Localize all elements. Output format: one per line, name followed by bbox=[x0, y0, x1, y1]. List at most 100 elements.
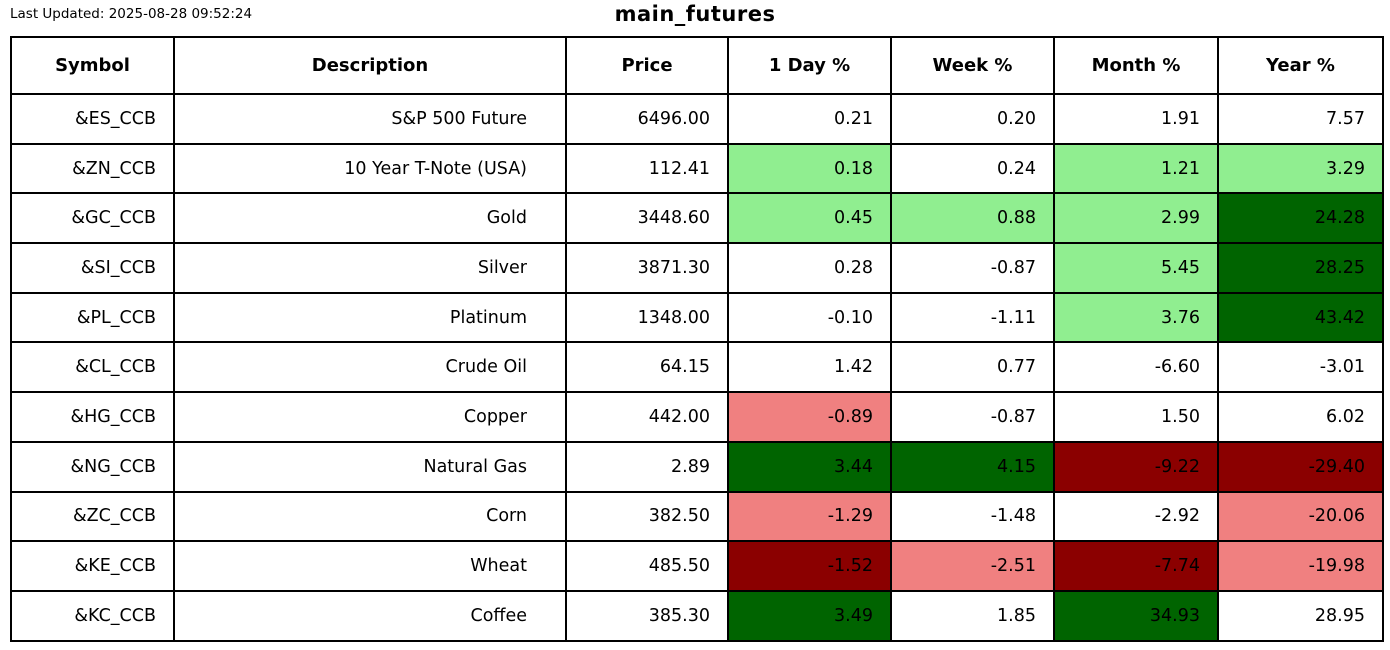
description-cell: Natural Gas bbox=[173, 440, 567, 493]
month-pct-cell: -9.22 bbox=[1053, 440, 1219, 493]
day-pct-cell: 0.18 bbox=[727, 142, 892, 195]
last-updated-label: Last Updated: 2025-08-28 09:52:24 bbox=[10, 6, 253, 22]
month-pct-cell: 3.76 bbox=[1053, 291, 1219, 344]
week-pct-cell: 0.88 bbox=[890, 192, 1055, 245]
page-title: main_futures bbox=[614, 2, 776, 26]
day-pct-cell: 1.42 bbox=[727, 341, 892, 394]
month-pct-cell: 1.91 bbox=[1053, 93, 1219, 145]
price-cell: 3448.60 bbox=[565, 192, 729, 245]
table-row: &ZC_CCB Corn 382.50 -1.29 -1.48 -2.92 -20.06 bbox=[10, 490, 1384, 543]
month-pct-cell: -2.92 bbox=[1053, 490, 1219, 543]
symbol-cell: &PL_CCB bbox=[10, 291, 175, 344]
year-pct-cell: 24.28 bbox=[1217, 192, 1384, 245]
year-pct-cell: 43.42 bbox=[1217, 291, 1384, 344]
column-header-year: Year % bbox=[1217, 36, 1384, 95]
price-cell: 64.15 bbox=[565, 341, 729, 394]
description-cell: Silver bbox=[173, 242, 567, 294]
week-pct-cell: 1.85 bbox=[890, 589, 1055, 642]
table-row: &HG_CCB Copper 442.00 -0.89 -0.87 1.50 6.02 bbox=[10, 391, 1384, 443]
description-cell: Platinum bbox=[173, 291, 567, 344]
day-pct-cell: 3.49 bbox=[727, 589, 892, 642]
column-header-price: Price bbox=[565, 36, 729, 95]
symbol-cell: &ES_CCB bbox=[10, 93, 175, 145]
description-cell: Wheat bbox=[173, 540, 567, 592]
month-pct-cell: 5.45 bbox=[1053, 242, 1219, 294]
table-row: &CL_CCB Crude Oil 64.15 1.42 0.77 -6.60 -3.01 bbox=[10, 341, 1384, 394]
table-row: &NG_CCB Natural Gas 2.89 3.44 4.15 -9.22 -29.4… bbox=[10, 440, 1384, 493]
day-pct-cell: -0.10 bbox=[727, 291, 892, 344]
day-pct-cell: 0.28 bbox=[727, 242, 892, 294]
day-pct-cell: 0.45 bbox=[727, 192, 892, 245]
table-row: &GC_CCB Gold 3448.60 0.45 0.88 2.99 24.28 bbox=[10, 192, 1384, 245]
description-cell: 10 Year T-Note (USA) bbox=[173, 142, 567, 195]
price-cell: 3871.30 bbox=[565, 242, 729, 294]
year-pct-cell: -29.40 bbox=[1217, 440, 1384, 493]
year-pct-cell: 28.95 bbox=[1217, 589, 1384, 642]
column-header-month: Month % bbox=[1053, 36, 1219, 95]
price-cell: 112.41 bbox=[565, 142, 729, 195]
symbol-cell: &SI_CCB bbox=[10, 242, 175, 294]
price-cell: 442.00 bbox=[565, 391, 729, 443]
table-row: &PL_CCB Platinum 1348.00 -0.10 -1.11 3.76 43.4… bbox=[10, 291, 1384, 344]
symbol-cell: &NG_CCB bbox=[10, 440, 175, 493]
week-pct-cell: 0.20 bbox=[890, 93, 1055, 145]
symbol-cell: &ZC_CCB bbox=[10, 490, 175, 543]
year-pct-cell: -19.98 bbox=[1217, 540, 1384, 592]
table-row: &ES_CCB S&P 500 Future 6496.00 0.21 0.20 1.91… bbox=[10, 93, 1384, 145]
month-pct-cell: -6.60 bbox=[1053, 341, 1219, 394]
symbol-cell: &KC_CCB bbox=[10, 589, 175, 642]
price-cell: 485.50 bbox=[565, 540, 729, 592]
month-pct-cell: -7.74 bbox=[1053, 540, 1219, 592]
column-header-symbol: Symbol bbox=[10, 36, 175, 95]
month-pct-cell: 1.21 bbox=[1053, 142, 1219, 195]
week-pct-cell: -1.11 bbox=[890, 291, 1055, 344]
week-pct-cell: -0.87 bbox=[890, 391, 1055, 443]
symbol-cell: &KE_CCB bbox=[10, 540, 175, 592]
week-pct-cell: 4.15 bbox=[890, 440, 1055, 493]
month-pct-cell: 2.99 bbox=[1053, 192, 1219, 245]
year-pct-cell: 28.25 bbox=[1217, 242, 1384, 294]
symbol-cell: &GC_CCB bbox=[10, 192, 175, 245]
description-cell: Crude Oil bbox=[173, 341, 567, 394]
description-cell: Corn bbox=[173, 490, 567, 543]
day-pct-cell: -0.89 bbox=[727, 391, 892, 443]
price-cell: 6496.00 bbox=[565, 93, 729, 145]
description-cell: Copper bbox=[173, 391, 567, 443]
week-pct-cell: 0.24 bbox=[890, 142, 1055, 195]
table-row: &SI_CCB Silver 3871.30 0.28 -0.87 5.45 28.25 bbox=[10, 242, 1384, 294]
price-cell: 382.50 bbox=[565, 490, 729, 543]
column-header-description: Description bbox=[173, 36, 567, 95]
year-pct-cell: -3.01 bbox=[1217, 341, 1384, 394]
day-pct-cell: 3.44 bbox=[727, 440, 892, 493]
description-cell: Gold bbox=[173, 192, 567, 245]
day-pct-cell: 0.21 bbox=[727, 93, 892, 145]
futures-table: Symbol Description Price 1 Day % Week % Month… bbox=[10, 36, 1384, 642]
week-pct-cell: -1.48 bbox=[890, 490, 1055, 543]
day-pct-cell: -1.29 bbox=[727, 490, 892, 543]
price-cell: 2.89 bbox=[565, 440, 729, 493]
table-row: &ZN_CCB 10 Year T-Note (USA) 112.41 0.18 0.2… bbox=[10, 142, 1384, 195]
year-pct-cell: -20.06 bbox=[1217, 490, 1384, 543]
symbol-cell: &ZN_CCB bbox=[10, 142, 175, 195]
symbol-cell: &CL_CCB bbox=[10, 341, 175, 394]
day-pct-cell: -1.52 bbox=[727, 540, 892, 592]
week-pct-cell: -0.87 bbox=[890, 242, 1055, 294]
year-pct-cell: 7.57 bbox=[1217, 93, 1384, 145]
year-pct-cell: 3.29 bbox=[1217, 142, 1384, 195]
price-cell: 385.30 bbox=[565, 589, 729, 642]
week-pct-cell: 0.77 bbox=[890, 341, 1055, 394]
description-cell: S&P 500 Future bbox=[173, 93, 567, 145]
price-cell: 1348.00 bbox=[565, 291, 729, 344]
table-row: &KC_CCB Coffee 385.30 3.49 1.85 34.93 28.95 bbox=[10, 589, 1384, 642]
column-header-week: Week % bbox=[890, 36, 1055, 95]
symbol-cell: &HG_CCB bbox=[10, 391, 175, 443]
month-pct-cell: 34.93 bbox=[1053, 589, 1219, 642]
week-pct-cell: -2.51 bbox=[890, 540, 1055, 592]
table-row: &KE_CCB Wheat 485.50 -1.52 -2.51 -7.74 -19.98 bbox=[10, 540, 1384, 592]
year-pct-cell: 6.02 bbox=[1217, 391, 1384, 443]
table-header-row: Symbol Description Price 1 Day % Week % Month… bbox=[10, 36, 1384, 95]
column-header-1-day: 1 Day % bbox=[727, 36, 892, 95]
month-pct-cell: 1.50 bbox=[1053, 391, 1219, 443]
description-cell: Coffee bbox=[173, 589, 567, 642]
